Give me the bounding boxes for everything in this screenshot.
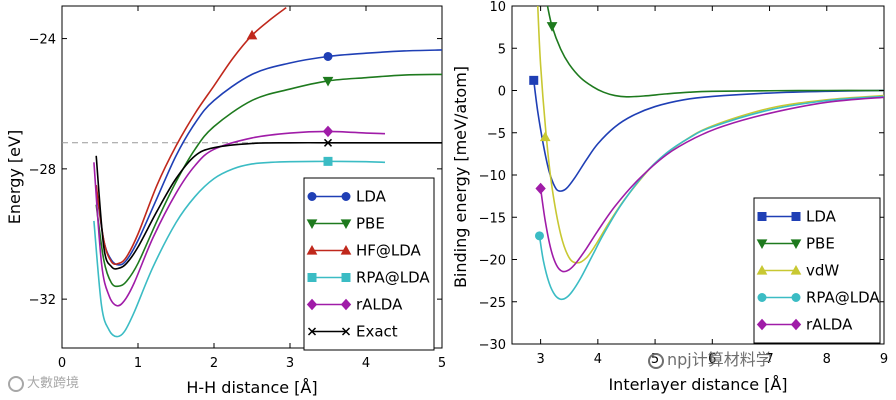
legend-label: LDA — [356, 188, 387, 206]
series-line-vdw — [536, 6, 884, 264]
y-tick-label: −20 — [479, 254, 506, 269]
left-chart: 0 1 2 3 4 5 −24 −28 −32 H-H distance [Å] Energy … — [5, 5, 446, 397]
legend-marker-hf-lda — [306, 244, 318, 255]
legend-marker-exact — [341, 327, 351, 336]
legend-marker-rpa-lda — [307, 273, 317, 282]
legend-label: rALDA — [806, 316, 853, 334]
y-tick-label: −25 — [479, 296, 506, 311]
legend-label: RPA@LDA — [356, 269, 430, 287]
y-tick-label: −5 — [487, 127, 506, 142]
x-tick-label: 0 — [58, 356, 66, 371]
series-line-ralda — [93, 130, 386, 307]
data-marker-lda — [529, 75, 539, 85]
x-tick-label: 4 — [594, 352, 602, 367]
x-tick-label: 3 — [286, 356, 294, 371]
left-legend: LDA PBE HF@LDA RPA@LDA rALDA Exact — [303, 177, 435, 351]
y-tick-label: −24 — [29, 33, 56, 48]
y-tick-label: 10 — [489, 0, 506, 15]
watermark-right: npj计算材料学 — [648, 346, 772, 370]
right-y-axis-label: Binding energy [meV/atom] — [451, 66, 470, 288]
data-marker-hf-lda — [246, 29, 258, 40]
data-marker-lda — [323, 51, 333, 61]
legend-label: Exact — [356, 323, 398, 341]
series-line-exact — [95, 141, 442, 270]
legend-marker-rpa-lda — [791, 293, 801, 302]
legend-marker-exact — [307, 327, 317, 336]
series-line-pbe — [546, 6, 884, 98]
data-marker-vdw — [539, 131, 551, 142]
data-marker-pbe — [322, 76, 334, 87]
legend-marker-ralda — [790, 318, 802, 331]
watermark-left: 大數跨境 — [8, 372, 79, 392]
x-tick-label: 4 — [362, 356, 370, 371]
legend-marker-ralda — [306, 298, 318, 311]
series-line-ralda — [539, 96, 884, 273]
legend-marker-pbe — [306, 219, 318, 230]
data-marker-rpa-lda — [534, 231, 544, 241]
legend-label: LDA — [806, 208, 837, 226]
data-marker-exact — [323, 138, 333, 147]
data-marker-pbe — [546, 22, 558, 32]
left-x-axis-label: H-H distance [Å] — [186, 378, 317, 397]
right-legend: LDA PBE vdW RPA@LDA rALDA — [753, 197, 881, 344]
series-line-rpa-lda — [538, 95, 884, 301]
legend-marker-lda — [307, 192, 317, 201]
legend-box — [303, 177, 435, 351]
x-tick-label: 5 — [438, 356, 446, 371]
legend-label: vdW — [806, 262, 839, 280]
y-tick-label: −28 — [29, 163, 56, 178]
y-tick-label: −10 — [479, 169, 506, 184]
series-line-lda — [532, 80, 884, 192]
legend-marker-rpa-lda — [341, 273, 351, 282]
legend-marker-ralda — [340, 298, 352, 311]
watermark-right-text: npj计算材料学 — [667, 350, 772, 369]
legend-marker-hf-lda — [340, 244, 352, 255]
data-marker-ralda — [322, 125, 334, 138]
x-tick-label: 6 — [708, 352, 716, 367]
x-tick-label: 1 — [134, 356, 142, 371]
x-tick-label: 9 — [880, 352, 888, 367]
watermark-logo-icon — [8, 375, 24, 392]
left-ticks-group: 0 1 2 3 4 5 −24 −28 −32 — [29, 6, 446, 371]
left-plot-frame — [61, 5, 443, 349]
right-x-axis-label: Interlayer distance [Å] — [608, 375, 787, 394]
legend-marker-ralda — [756, 318, 768, 331]
watermark-left-text: 大數跨境 — [27, 376, 80, 391]
y-tick-label: 0 — [498, 85, 506, 100]
y-tick-label: −30 — [479, 338, 506, 353]
legend-label: PBE — [806, 235, 835, 253]
legend-marker-lda — [757, 212, 767, 221]
left-y-axis-label: Energy [eV] — [5, 130, 24, 224]
data-marker-ralda — [535, 182, 546, 195]
right-series-group — [529, 6, 884, 301]
legend-box — [753, 197, 881, 344]
legend-marker-pbe — [340, 219, 352, 230]
y-tick-label: −32 — [29, 293, 56, 308]
data-marker-rpa-lda — [323, 156, 333, 166]
x-tick-label: 3 — [536, 352, 544, 367]
legend-label: RPA@LDA — [806, 289, 880, 307]
wechat-icon — [648, 352, 664, 369]
legend-marker-lda — [791, 212, 801, 221]
legend-label: HF@LDA — [356, 242, 422, 260]
legend-marker-lda — [341, 192, 351, 201]
x-tick-label: 7 — [765, 352, 773, 367]
left-series-group — [93, 6, 442, 338]
legend-marker-vdw — [790, 264, 802, 275]
legend-marker-vdw — [756, 264, 768, 275]
series-line-rpa-lda — [93, 160, 386, 338]
y-tick-label: 5 — [498, 42, 506, 57]
legend-marker-pbe — [756, 239, 768, 250]
legend-marker-pbe — [790, 239, 802, 250]
y-tick-label: −15 — [479, 211, 506, 226]
legend-label: PBE — [356, 215, 385, 233]
legend-marker-rpa-lda — [757, 293, 767, 302]
series-line-hf-lda — [95, 6, 287, 266]
legend-label: rALDA — [356, 296, 403, 314]
x-tick-label: 2 — [210, 356, 218, 371]
x-tick-label: 8 — [823, 352, 831, 367]
